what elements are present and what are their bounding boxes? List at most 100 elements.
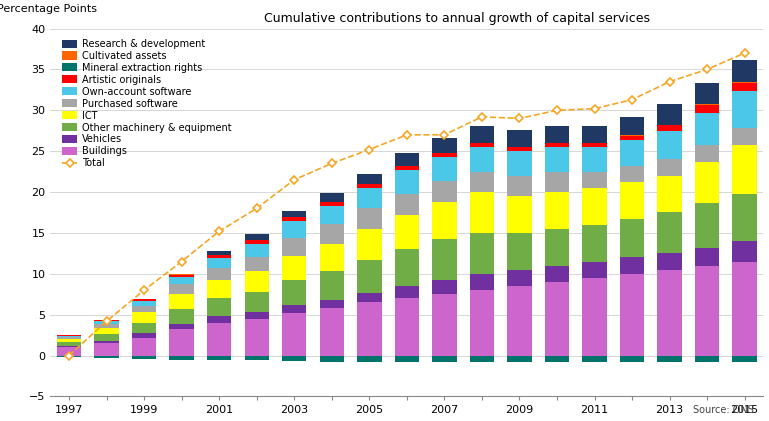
Bar: [207, 316, 231, 323]
Total: [590, 106, 599, 111]
Total: [552, 108, 561, 113]
Bar: [394, 298, 419, 356]
Bar: [132, 312, 156, 323]
Bar: [207, 268, 231, 280]
Bar: [508, 233, 531, 270]
Bar: [657, 125, 682, 131]
Total: [102, 319, 112, 324]
Bar: [620, 219, 644, 257]
Bar: [544, 126, 569, 143]
Bar: [508, 270, 531, 286]
Bar: [620, 356, 644, 362]
Bar: [95, 334, 118, 341]
Bar: [695, 266, 719, 356]
Bar: [470, 147, 494, 172]
Bar: [544, 282, 569, 356]
Bar: [357, 229, 381, 260]
Bar: [282, 356, 306, 361]
Total: [440, 132, 449, 137]
Bar: [207, 251, 231, 255]
Bar: [620, 166, 644, 182]
Bar: [432, 356, 457, 362]
Total: [290, 177, 299, 182]
Bar: [394, 153, 419, 165]
Bar: [132, 356, 156, 359]
Bar: [394, 170, 419, 195]
Bar: [245, 244, 269, 257]
Bar: [169, 329, 194, 356]
Bar: [582, 126, 607, 143]
Bar: [132, 333, 156, 338]
Total: [365, 147, 374, 152]
Bar: [544, 266, 569, 282]
Text: Percentage Points: Percentage Points: [0, 4, 97, 14]
Bar: [470, 356, 494, 362]
Total: [478, 114, 487, 119]
Bar: [320, 271, 344, 300]
Bar: [95, 341, 118, 343]
Bar: [169, 274, 194, 277]
Bar: [57, 356, 82, 357]
Total: [139, 288, 148, 293]
Bar: [544, 192, 569, 229]
Bar: [57, 337, 82, 339]
Title: Cumulative contributions to annual growth of capital services: Cumulative contributions to annual growt…: [264, 12, 650, 24]
Bar: [282, 238, 306, 256]
Bar: [544, 172, 569, 192]
Bar: [432, 181, 457, 202]
Bar: [282, 305, 306, 313]
Bar: [245, 271, 269, 292]
Bar: [733, 194, 757, 241]
Bar: [544, 229, 569, 266]
Bar: [582, 225, 607, 261]
Bar: [357, 184, 381, 188]
Bar: [169, 356, 194, 360]
Bar: [695, 83, 719, 104]
Bar: [582, 147, 607, 172]
Bar: [432, 157, 457, 181]
Bar: [695, 356, 719, 362]
Bar: [207, 298, 231, 316]
Bar: [394, 356, 419, 362]
Bar: [733, 356, 757, 362]
Bar: [657, 159, 682, 176]
Bar: [470, 192, 494, 233]
Bar: [582, 356, 607, 362]
Bar: [357, 188, 381, 208]
Total: [177, 259, 186, 264]
Bar: [320, 193, 344, 202]
Total: [665, 79, 674, 84]
Bar: [320, 356, 344, 362]
Bar: [470, 274, 494, 290]
Bar: [695, 162, 719, 203]
Bar: [657, 253, 682, 270]
Bar: [657, 104, 682, 125]
Bar: [508, 147, 531, 151]
Bar: [470, 172, 494, 192]
Total: [252, 206, 261, 211]
Bar: [132, 306, 156, 312]
Bar: [169, 309, 194, 324]
Bar: [245, 234, 269, 240]
Bar: [132, 299, 156, 301]
Bar: [508, 286, 531, 356]
Bar: [657, 270, 682, 356]
Bar: [432, 153, 457, 157]
Bar: [394, 215, 419, 249]
Bar: [695, 104, 719, 113]
Bar: [57, 339, 82, 342]
Bar: [245, 312, 269, 319]
Bar: [282, 217, 306, 221]
Bar: [508, 176, 531, 196]
Bar: [169, 285, 194, 294]
Bar: [620, 257, 644, 274]
Bar: [320, 300, 344, 308]
Bar: [657, 131, 682, 159]
Bar: [657, 176, 682, 213]
Bar: [470, 143, 494, 147]
Bar: [57, 346, 82, 347]
Bar: [544, 147, 569, 172]
Total: [514, 116, 524, 121]
Bar: [733, 83, 757, 91]
Bar: [207, 258, 231, 268]
